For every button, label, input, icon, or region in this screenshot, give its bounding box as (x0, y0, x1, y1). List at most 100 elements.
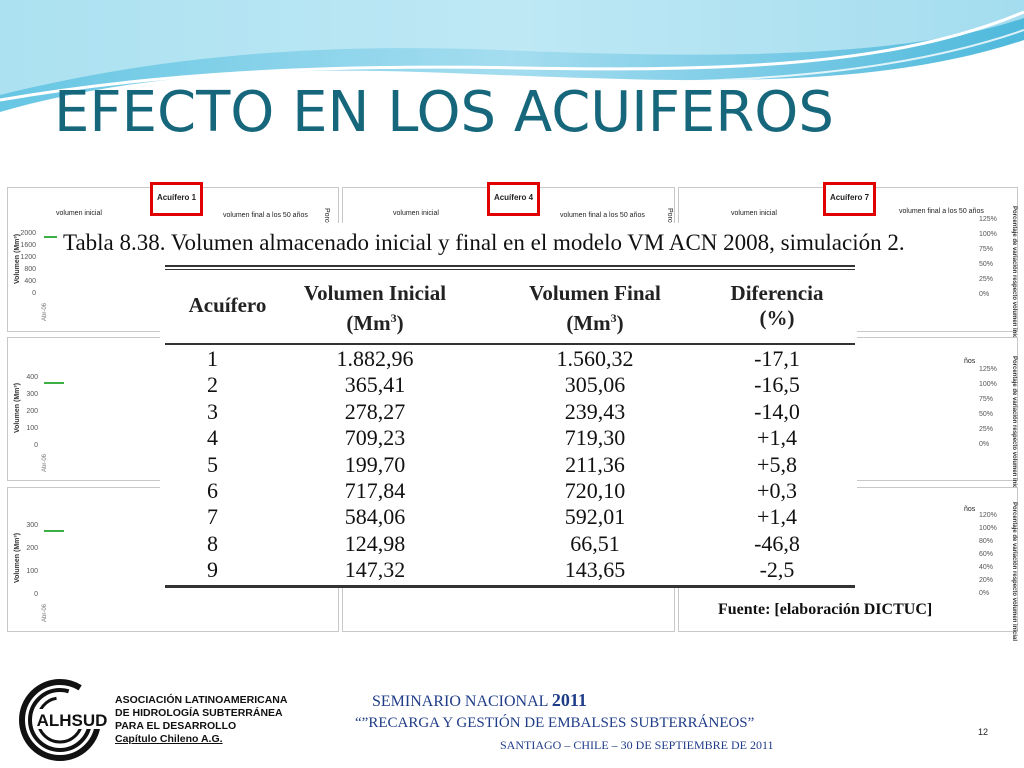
volume-table (160, 262, 857, 588)
right-tick: 0% (979, 441, 990, 448)
table-header-rule (165, 343, 855, 345)
final-volume-label: volumen final a los 50 años (899, 208, 984, 215)
table-cell-inicial: 1.882,96 (336, 346, 414, 371)
alhsud-logo: ALHSUD (19, 679, 112, 761)
right-tick: 25% (979, 276, 994, 283)
y-tick: 100 (26, 425, 38, 432)
slide-title: EFECTO EN LOS ACUIFEROS (54, 80, 834, 145)
right-tick: 100% (979, 231, 997, 238)
y-tick: 800 (24, 266, 36, 273)
seminar-place-date: SANTIAGO – CHILE – 30 DE SEPTIEMBRE DE 2… (500, 738, 774, 752)
y-tick: 1600 (20, 242, 36, 249)
header-diferencia: Diferencia (%) (712, 281, 842, 331)
series-line (44, 530, 64, 532)
table-cell-inicial: 709,23 (344, 425, 406, 451)
logo-text: ALHSUD (37, 711, 108, 730)
header-acuifero-label: Acuífero (188, 293, 267, 317)
table-cell-inicial: 717,84 (344, 478, 406, 503)
final-volume-label: volumen final a los 50 años (560, 212, 645, 219)
table-source: Fuente: [elaboración DICTUC] (710, 588, 968, 624)
seminar-name-text: SEMINARIO NACIONAL (372, 693, 548, 710)
right-tick: 125% (979, 366, 997, 373)
table-cell-inicial: 147,32 (344, 557, 406, 583)
org-chapter: Capítulo Chileno A.G. (115, 733, 223, 745)
right-tick: 125% (979, 216, 997, 223)
x-date-tick: Abr-06 (42, 453, 48, 472)
seminar-topic: “”RECARGA Y GESTIÓN DE EMBALSES SUBTERRÁ… (355, 715, 755, 731)
table-cell-final: 592,01 (564, 504, 626, 530)
org-line: DE HIDROLOGÍA SUBTERRÁNEA (115, 707, 283, 719)
y-tick: 100 (26, 568, 38, 575)
unit-superscript: 3 (610, 311, 617, 325)
table-cell-final: 239,43 (564, 398, 626, 424)
right-tick: 0% (979, 590, 990, 597)
header-volumen-inicial-line1: Volumen Inicial (303, 281, 447, 305)
table-bottom-rule (165, 585, 855, 588)
y-tick: 300 (26, 391, 38, 398)
table-cell-diferencia: -14,0 (754, 398, 800, 424)
right-tick: 50% (979, 261, 994, 268)
table-cell-inicial: 584,06 (344, 504, 406, 530)
x-date-tick: Abr-06 (42, 603, 48, 622)
right-tick: 25% (979, 426, 994, 433)
table-cell-final: 720,10 (564, 478, 626, 503)
right-tick: 100% (979, 381, 997, 388)
table-top-rule (165, 265, 855, 267)
table-cell-inicial: 365,41 (344, 372, 406, 398)
table-cell-acuifero: 3 (207, 398, 218, 424)
right-tick: 60% (979, 551, 994, 558)
unit-close-paren: ) (396, 311, 404, 335)
right-tick: 75% (979, 396, 994, 403)
header-volumen-final: Volumen Final (Mm3) (505, 281, 685, 336)
table-cell-diferencia: -2,5 (759, 557, 795, 583)
table-cell-diferencia: -17,1 (754, 346, 800, 371)
y-tick: 1200 (20, 254, 36, 261)
table-cell-acuifero: 5 (207, 451, 218, 477)
header-volumen-inicial-unit: (Mm (346, 311, 391, 335)
x-date-tick: Abr-06 (42, 302, 48, 321)
series-line (44, 382, 64, 384)
table-top-rule-2 (165, 269, 855, 270)
right-tick: 75% (979, 246, 994, 253)
table-cell-final: 1.560,32 (556, 346, 634, 371)
y-tick: 2000 (20, 230, 36, 237)
table-cell-final: 66,51 (570, 530, 620, 556)
table-cell-acuifero: 4 (207, 425, 218, 451)
table-cell-acuifero: 1 (207, 346, 218, 371)
right-tick: 20% (979, 577, 994, 584)
header-acuifero: Acuífero (165, 293, 290, 318)
final-volume-label: volumen final a los 50 años (223, 212, 308, 219)
right-tick: 100% (979, 525, 997, 532)
initial-volume-label: volumen inicial (731, 210, 777, 217)
table-cell-inicial: 199,70 (344, 451, 406, 477)
table-cell-diferencia: +5,8 (757, 451, 797, 477)
right-axis-label: Porcentaje de variación respecto volumen… (1011, 502, 1017, 642)
acuifero-4-tag: Acuífero 4 (487, 182, 540, 216)
table-cell-inicial: 278,27 (344, 398, 406, 424)
initial-volume-label: volumen inicial (393, 210, 439, 217)
organization-name: ASOCIACIÓN LATINOAMERICANA DE HIDROLOGÍA… (115, 694, 287, 746)
table-cell-inicial: 124,98 (344, 530, 406, 556)
table-cell-diferencia: +1,4 (757, 504, 797, 530)
y-tick: 0 (34, 591, 38, 598)
table-cell-acuifero: 2 (207, 372, 218, 398)
right-tick: 120% (979, 512, 997, 519)
series-line (44, 236, 64, 238)
final-volume-label: ños (964, 506, 976, 513)
y-tick: 0 (32, 290, 36, 297)
table-cell-diferencia: +1,4 (757, 425, 797, 451)
table-cell-final: 211,36 (565, 451, 625, 477)
header-volumen-final-line1: Volumen Final (529, 281, 661, 305)
page-number: 12 (978, 727, 989, 737)
y-tick: 400 (26, 374, 38, 381)
unit-close-paren: ) (616, 311, 624, 335)
right-tick: 50% (979, 411, 994, 418)
table-cell-acuifero: 7 (207, 504, 218, 530)
table-cell-final: 719,30 (564, 425, 626, 451)
table-cell-diferencia: +0,3 (757, 478, 797, 503)
header-diferencia-line1: Diferencia (730, 281, 824, 305)
y-tick: 0 (34, 442, 38, 449)
seminar-name: SEMINARIO NACIONAL 2011 (372, 690, 587, 711)
seminar-year: 2011 (551, 690, 587, 710)
header-diferencia-unit: (%) (759, 306, 795, 330)
